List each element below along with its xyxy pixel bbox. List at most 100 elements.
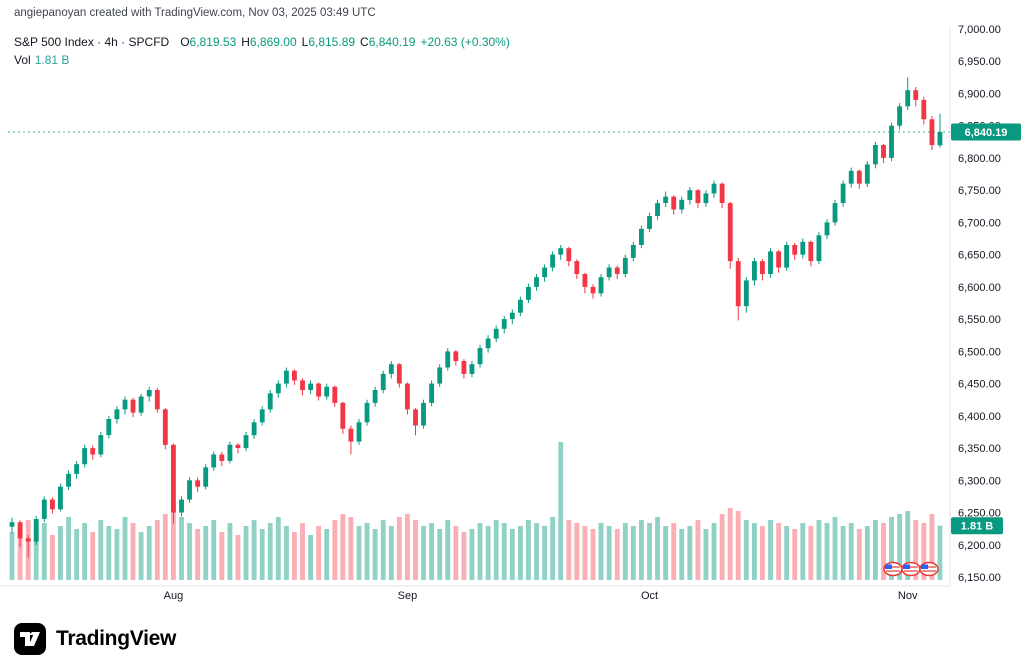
volume-bar bbox=[9, 532, 15, 580]
candle-body bbox=[17, 522, 23, 539]
volume-bar bbox=[461, 532, 467, 580]
y-axis-label[interactable]: 6,650.00 bbox=[958, 250, 1001, 262]
x-axis-label[interactable]: Sep bbox=[398, 590, 418, 602]
volume-bar bbox=[356, 526, 362, 580]
y-axis-label[interactable]: 6,350.00 bbox=[958, 443, 1001, 455]
us-flag-event-icon[interactable] bbox=[919, 561, 939, 577]
candle-body bbox=[437, 367, 443, 384]
us-flag-event-icon[interactable] bbox=[901, 561, 921, 577]
candle-body bbox=[501, 319, 507, 329]
volume-bar bbox=[518, 526, 523, 580]
candle-body bbox=[639, 228, 644, 245]
candle-body bbox=[364, 402, 370, 423]
volume-bar bbox=[905, 511, 911, 580]
volume-bar bbox=[388, 526, 394, 580]
volume-bar bbox=[477, 523, 483, 580]
candle-body bbox=[711, 183, 717, 194]
candle-body bbox=[832, 203, 838, 223]
volume-bar bbox=[873, 520, 878, 580]
volume-bar bbox=[259, 529, 265, 580]
candle-body bbox=[219, 454, 225, 461]
candle-body bbox=[614, 267, 620, 274]
candle-body bbox=[590, 286, 596, 294]
y-axis-label[interactable]: 6,900.00 bbox=[958, 89, 1001, 101]
y-axis-label[interactable]: 6,250.00 bbox=[958, 508, 1001, 520]
candle-body bbox=[316, 383, 322, 397]
tradingview-wordmark[interactable]: TradingView bbox=[56, 626, 177, 650]
volume-bar bbox=[292, 532, 297, 580]
candle-body bbox=[405, 383, 410, 410]
volume-label[interactable]: Vol bbox=[14, 53, 31, 67]
price-chart-canvas[interactable]: 7,000.006,950.006,900.006,850.006,800.00… bbox=[0, 0, 1024, 610]
volume-bar bbox=[792, 529, 798, 580]
ohlc-row: S&P 500 Index · 4h · SPCFD O6,819.53 H6,86… bbox=[14, 33, 510, 51]
volume-bar bbox=[881, 523, 886, 580]
volume-bar bbox=[703, 529, 709, 580]
y-axis-label[interactable]: 6,150.00 bbox=[958, 572, 1001, 584]
y-axis-label[interactable]: 6,700.00 bbox=[958, 217, 1001, 229]
candle-body bbox=[9, 522, 15, 527]
candle-body bbox=[743, 280, 749, 307]
candle-body bbox=[518, 299, 523, 313]
volume-bar bbox=[138, 532, 144, 580]
volume-bar bbox=[227, 523, 233, 580]
y-axis-label[interactable]: 6,950.00 bbox=[958, 56, 1001, 68]
volume-bar bbox=[122, 517, 128, 580]
y-axis-label[interactable]: 7,000.00 bbox=[958, 24, 1001, 36]
volume-bar bbox=[66, 517, 71, 580]
candles-layer bbox=[9, 77, 943, 558]
candle-body bbox=[929, 119, 935, 146]
candle-body bbox=[622, 257, 628, 274]
volume-bar bbox=[429, 523, 435, 580]
volume-bar bbox=[647, 523, 652, 580]
volume-bar bbox=[695, 520, 701, 580]
symbol-title[interactable]: S&P 500 Index · 4h · SPCFD bbox=[14, 35, 170, 49]
volume-bar bbox=[324, 529, 330, 580]
candle-body bbox=[421, 402, 426, 426]
candle-body bbox=[679, 199, 685, 210]
y-axis-label[interactable]: 6,200.00 bbox=[958, 540, 1001, 552]
candle-body bbox=[251, 422, 257, 436]
y-axis-label[interactable]: 6,800.00 bbox=[958, 153, 1001, 165]
candle-body bbox=[477, 348, 483, 365]
current-price-badge: 6,840.19 bbox=[951, 123, 1021, 141]
candle-body bbox=[259, 409, 265, 423]
candle-body bbox=[792, 245, 798, 255]
candle-body bbox=[138, 396, 144, 413]
y-axis-label[interactable]: 6,300.00 bbox=[958, 475, 1001, 487]
volume-bar bbox=[493, 520, 499, 580]
x-axis-label[interactable]: Aug bbox=[164, 590, 184, 602]
y-axis-label[interactable]: 6,500.00 bbox=[958, 346, 1001, 358]
volume-bar bbox=[816, 520, 822, 580]
volume-bar bbox=[308, 535, 314, 580]
y-axis-label[interactable]: 6,450.00 bbox=[958, 379, 1001, 391]
y-axis-label[interactable]: 6,600.00 bbox=[958, 282, 1001, 294]
candle-body bbox=[808, 241, 814, 262]
volume-bar bbox=[542, 526, 548, 580]
candle-body bbox=[179, 499, 184, 513]
candle-body bbox=[243, 435, 249, 449]
candle-body bbox=[25, 538, 31, 542]
y-axis-label[interactable]: 6,400.00 bbox=[958, 411, 1001, 423]
candle-body bbox=[509, 312, 515, 320]
candle-body bbox=[760, 261, 765, 274]
candle-body bbox=[187, 480, 192, 500]
volume-bar bbox=[396, 517, 402, 580]
x-axis-label[interactable]: Oct bbox=[641, 590, 658, 602]
volume-bar bbox=[848, 523, 854, 580]
y-axis-label[interactable]: 6,550.00 bbox=[958, 314, 1001, 326]
volume-bar bbox=[768, 520, 773, 580]
attribution-text: angiepanoyan created with TradingView.co… bbox=[14, 7, 376, 19]
candle-body bbox=[630, 245, 636, 258]
volume-bar bbox=[727, 508, 733, 580]
volume-bar bbox=[275, 517, 281, 580]
volume-bar bbox=[897, 514, 903, 580]
candle-body bbox=[526, 286, 531, 300]
candle-body bbox=[534, 277, 539, 287]
tradingview-logo-mark[interactable] bbox=[13, 622, 47, 656]
us-flag-event-icon[interactable] bbox=[883, 561, 903, 577]
y-axis-label[interactable]: 6,750.00 bbox=[958, 185, 1001, 197]
x-axis-label[interactable]: Nov bbox=[898, 590, 918, 602]
volume-bar bbox=[114, 529, 120, 580]
volume-bar bbox=[832, 517, 838, 580]
